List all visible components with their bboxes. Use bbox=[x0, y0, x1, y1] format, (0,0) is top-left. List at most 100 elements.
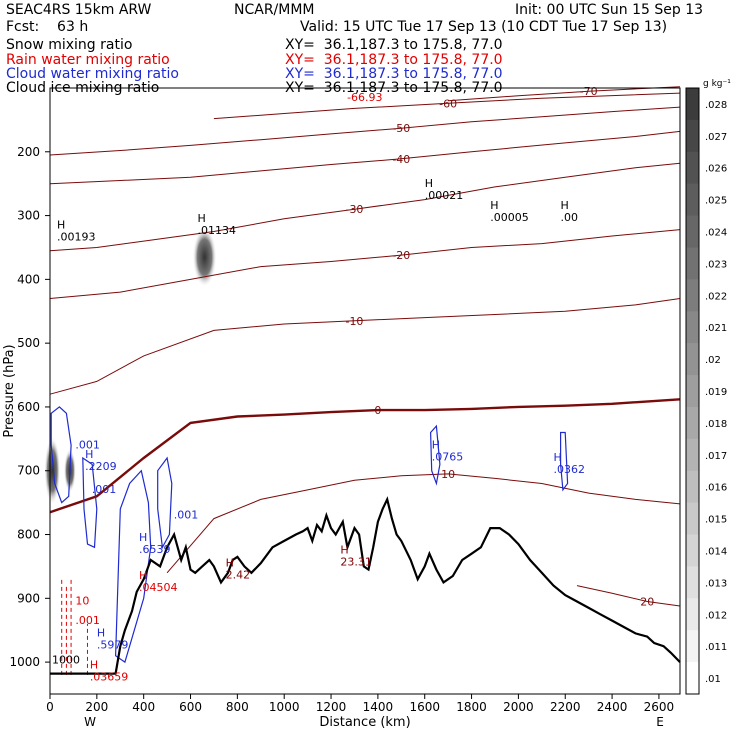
colorbar-label: .026 bbox=[705, 164, 727, 175]
value-label: .001 bbox=[75, 438, 100, 451]
y-tick-label: 200 bbox=[17, 145, 40, 159]
east-label: E bbox=[656, 715, 664, 729]
colorbar-label: .014 bbox=[705, 546, 727, 557]
cloud-water-contour bbox=[114, 469, 152, 664]
colorbar-cell bbox=[686, 311, 699, 344]
max-marker: H bbox=[198, 212, 206, 225]
colorbar-label: .016 bbox=[705, 483, 727, 494]
x-tick-label: 0 bbox=[46, 700, 54, 714]
y-tick-label: 500 bbox=[17, 336, 40, 350]
max-marker: H bbox=[561, 199, 569, 212]
value-label: .001 bbox=[174, 509, 199, 522]
contour-label: 20 bbox=[640, 596, 654, 609]
max-value: .5979 bbox=[97, 639, 129, 652]
contour-line bbox=[49, 130, 681, 185]
x-tick-label: 2200 bbox=[550, 700, 581, 714]
max-marker: H bbox=[432, 438, 440, 451]
colorbar-cell bbox=[686, 247, 699, 280]
colorbar-frame bbox=[685, 87, 700, 695]
y-tick-label: 600 bbox=[17, 400, 40, 414]
x-tick-label: 400 bbox=[132, 700, 155, 714]
contour-label: -60 bbox=[439, 97, 457, 110]
x-tick-label: 2400 bbox=[597, 700, 628, 714]
y-tick-label: 800 bbox=[17, 528, 40, 542]
field-label-snow: Snow mixing ratio bbox=[6, 37, 133, 53]
init-time: Init: 00 UTC Sun 15 Sep 13 bbox=[515, 2, 704, 18]
colorbar-label: .028 bbox=[705, 100, 727, 111]
field-label-cloudwater: Cloud water mixing ratio bbox=[6, 66, 179, 82]
colorbar-cell bbox=[686, 279, 699, 312]
colorbar-label: .022 bbox=[705, 291, 727, 302]
forecast-hour: Fcst: 63 h bbox=[6, 19, 89, 35]
y-tick-label: 900 bbox=[17, 591, 40, 605]
max-value: .00193 bbox=[57, 230, 96, 243]
y-axis-label: Pressure (hPa) bbox=[2, 344, 17, 437]
colorbar-label: .015 bbox=[705, 515, 727, 526]
terrain-profile bbox=[50, 496, 681, 675]
contour-label: 0 bbox=[374, 404, 381, 417]
colorbar: .028 .027 .026 .025 .024 .023 .022 .021 .02 .019.… bbox=[685, 79, 731, 695]
west-label: W bbox=[84, 715, 96, 729]
colorbar-unit: g kg⁻¹ bbox=[703, 79, 731, 89]
cloud-water-contour bbox=[157, 456, 173, 550]
y-tick-label: 1000 bbox=[9, 655, 40, 669]
x-tick-label: 1800 bbox=[456, 700, 487, 714]
max-value: .2209 bbox=[85, 460, 117, 473]
colorbar-cell bbox=[686, 151, 699, 185]
contour-label: -10 bbox=[345, 315, 363, 328]
valid-time: Valid: 15 UTC Tue 17 Sep 13 (10 CDT Tue … bbox=[300, 19, 668, 35]
contour-line bbox=[49, 229, 681, 299]
value-label: 1000 bbox=[52, 653, 80, 666]
max-marker: H bbox=[490, 199, 498, 212]
contour-line bbox=[49, 398, 681, 514]
contour-line bbox=[49, 106, 681, 156]
colorbar-cell bbox=[686, 566, 699, 599]
max-value: .0765 bbox=[432, 450, 464, 463]
max-marker: H bbox=[90, 658, 98, 671]
x-axis-label: Distance (km) bbox=[319, 715, 410, 730]
y-tick-label: 700 bbox=[17, 464, 40, 478]
field-label-rain: Rain water mixing ratio bbox=[6, 52, 170, 68]
colorbar-label: .018 bbox=[705, 419, 727, 430]
x-tick-label: 1200 bbox=[316, 700, 347, 714]
max-value: .04504 bbox=[139, 581, 178, 594]
terrain-line bbox=[50, 496, 681, 675]
y-tick-label: 300 bbox=[17, 209, 40, 223]
colorbar-cell bbox=[686, 119, 699, 153]
contour-label: -20 bbox=[392, 249, 410, 262]
max-value: .0362 bbox=[554, 463, 586, 476]
colorbar-cell bbox=[686, 88, 699, 121]
max-value: .00021 bbox=[425, 189, 464, 202]
contour-line bbox=[576, 585, 681, 607]
max-marker: H bbox=[57, 218, 65, 231]
contour-line bbox=[166, 473, 681, 574]
cloud-shading bbox=[44, 227, 217, 505]
cloud-ice-blob bbox=[192, 227, 217, 288]
value-label: .001 bbox=[75, 614, 100, 627]
colorbar-cell bbox=[686, 375, 699, 408]
colorbar-label: .01 bbox=[705, 674, 721, 685]
colorbar-cell bbox=[686, 470, 699, 504]
colorbar-cell bbox=[686, 215, 699, 248]
colorbar-label: .021 bbox=[705, 323, 727, 334]
cloud-water-contour bbox=[560, 431, 569, 492]
colorbar-cell bbox=[686, 598, 699, 631]
colorbar-cell bbox=[686, 662, 699, 695]
max-value: .6539 bbox=[139, 543, 171, 556]
x-tick-label: 800 bbox=[226, 700, 249, 714]
colorbar-cell bbox=[686, 438, 699, 472]
colorbar-cell bbox=[686, 343, 699, 376]
colorbar-label: .011 bbox=[705, 642, 727, 653]
max-value: .03659 bbox=[90, 670, 128, 683]
colorbar-label: .017 bbox=[705, 451, 727, 462]
x-tick-label: 1400 bbox=[363, 700, 394, 714]
field-xy-cloudwater: XY= 36.1,187.3 to 175.8, 77.0 bbox=[285, 66, 503, 82]
max-marker: H bbox=[85, 448, 93, 461]
x-tick-label: 2000 bbox=[503, 700, 534, 714]
axes: 0 200 400 600 800 1000 1200 1400 1600 1800 2000 220… bbox=[2, 87, 681, 730]
x-tick-label: 200 bbox=[85, 700, 108, 714]
contour-label: 10 bbox=[441, 468, 455, 481]
